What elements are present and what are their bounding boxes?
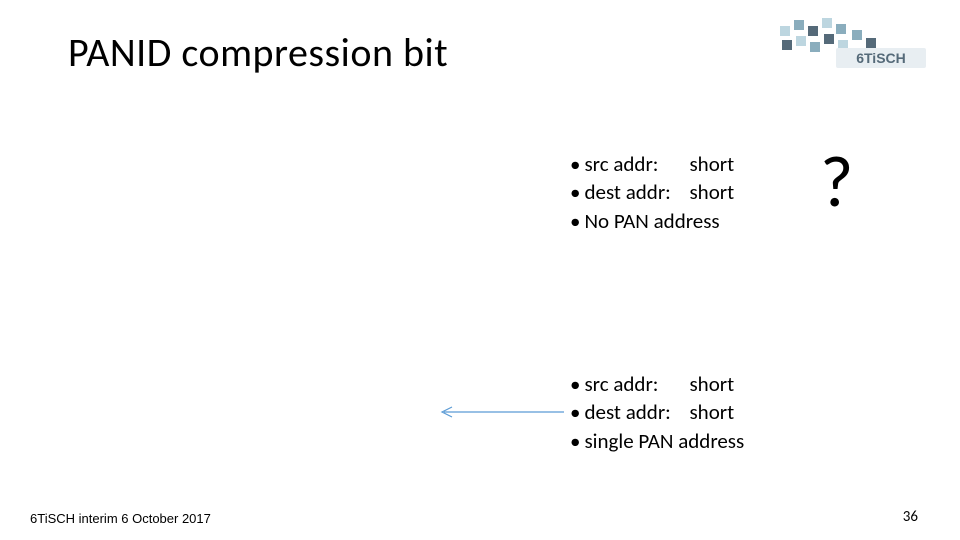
bullet-label: dest addr: <box>584 178 689 206</box>
bullet-value: short <box>689 370 734 398</box>
bullet-label: src addr: <box>584 150 689 178</box>
bullet-dot-icon: • <box>570 178 580 206</box>
bullet-value: short <box>689 178 734 206</box>
bullet-dot-icon: • <box>570 370 580 398</box>
bullet-label: No PAN address <box>584 207 719 235</box>
bullet-dot-icon: • <box>570 427 580 455</box>
bullet-label: src addr: <box>584 370 689 398</box>
logo-6tisch: 6TiSCH <box>770 18 930 78</box>
bullet-item: • No PAN address <box>570 207 734 235</box>
bullet-item: • src addr: short <box>570 150 734 178</box>
bullet-item: • dest addr: short <box>570 398 744 426</box>
arrow-left-icon <box>436 404 566 414</box>
bullet-value: short <box>689 150 734 178</box>
bullet-block-1: • src addr: short • dest addr: short • N… <box>570 150 734 235</box>
bullet-value: short <box>689 398 734 426</box>
bullet-dot-icon: • <box>570 398 580 426</box>
bullet-dot-icon: • <box>570 207 580 235</box>
bullet-item: • src addr: short <box>570 370 744 398</box>
slide-number: 36 <box>903 508 918 526</box>
question-mark: ? <box>820 138 853 226</box>
bullet-item: • dest addr: short <box>570 178 734 206</box>
bullet-label: single PAN address <box>584 427 744 455</box>
slide-title: PANID compression bit <box>68 28 448 77</box>
bullet-block-2: • src addr: short • dest addr: short • s… <box>570 370 744 455</box>
bullet-label: dest addr: <box>584 398 689 426</box>
bullet-item: • single PAN address <box>570 427 744 455</box>
bullet-dot-icon: • <box>570 150 580 178</box>
svg-text:6TiSCH: 6TiSCH <box>856 50 906 66</box>
footer-text: 6TiSCH interim 6 October 2017 <box>30 511 211 526</box>
